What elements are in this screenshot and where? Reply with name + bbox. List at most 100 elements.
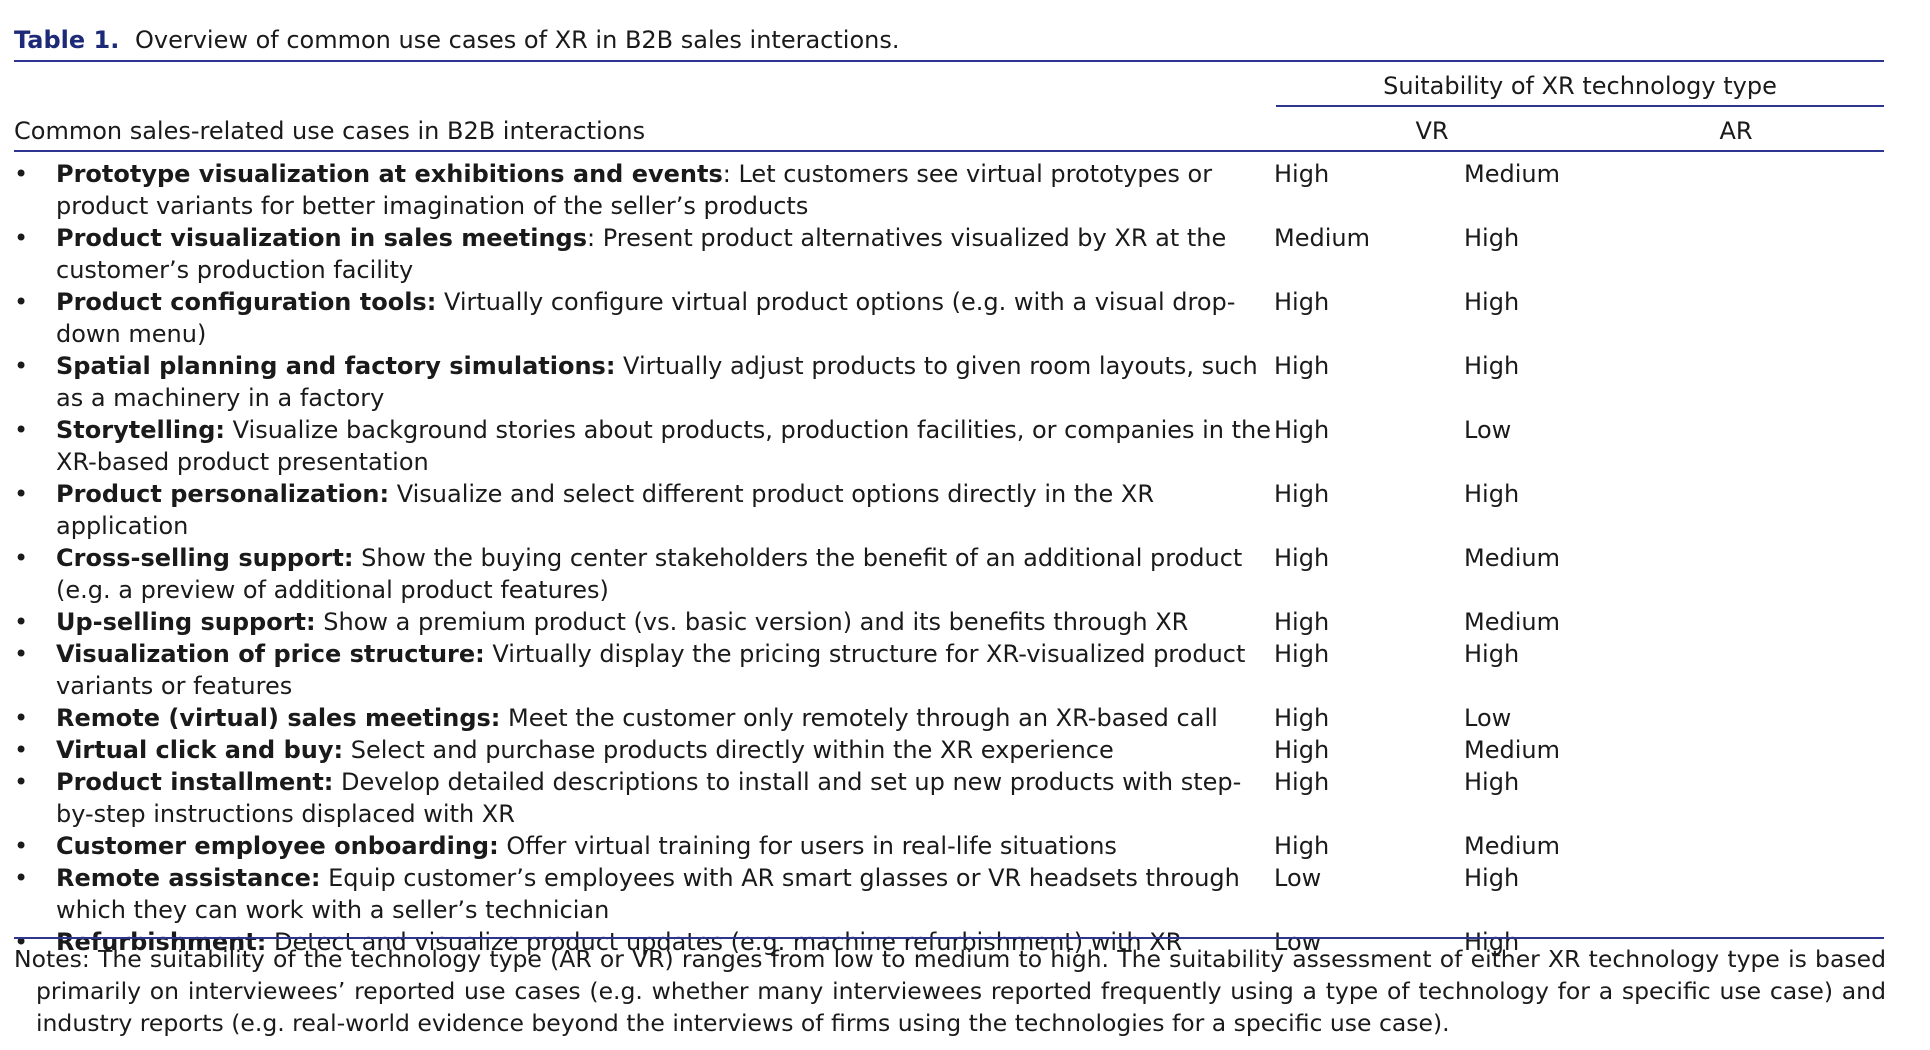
ar-suitability-cell: High (1464, 288, 1520, 316)
table-row: • Customer employee onboarding: Offer vir… (14, 830, 1884, 862)
usecase-description: Develop detailed descriptions to install… (56, 768, 1242, 828)
usecase-cell: Product personalization: Visualize and s… (56, 478, 1274, 542)
table-row: • Prototype visualization at exhibitions … (14, 158, 1884, 222)
bottom-rule (14, 937, 1884, 939)
usecase-title: Virtual click and buy: (56, 736, 344, 764)
table-title: Overview of common use cases of XR in B2… (134, 26, 900, 54)
usecase-cell: Spatial planning and factory simulations… (56, 350, 1274, 414)
usecase-title: Spatial planning and factory simulations… (56, 352, 616, 380)
ar-suitability-cell: High (1464, 480, 1520, 508)
vr-suitability-cell: High (1274, 608, 1330, 636)
usecase-cell: Refurbishment: Detect and visualize prod… (56, 926, 1274, 958)
usecase-title: Prototype visualization at exhibitions a… (56, 160, 723, 188)
usecase-title: Product personalization: (56, 480, 390, 508)
usecase-description: Virtually configure virtual product opti… (56, 288, 1236, 348)
bullet-marker: • (14, 160, 29, 188)
usecase-description: Detect and visualize product updates (e.… (266, 928, 1183, 956)
vr-suitability-cell: High (1274, 736, 1330, 764)
usecase-cell: Up-selling support: Show a premium produ… (56, 606, 1274, 638)
usecase-cell: Cross-selling support: Show the buying c… (56, 542, 1274, 606)
table-row: • Visualization of price structure: Virtu… (14, 638, 1884, 702)
top-rule (14, 60, 1884, 62)
vr-suitability-cell: High (1274, 640, 1330, 668)
usecase-cell: Storytelling: Visualize background stori… (56, 414, 1274, 478)
ar-suitability-cell: Low (1464, 704, 1512, 732)
table-caption: Table 1. Overview of common use cases of… (14, 26, 899, 54)
vr-suitability-cell: High (1274, 832, 1330, 860)
ar-suitability-cell: Medium (1464, 608, 1560, 636)
usecase-title: Product installment: (56, 768, 334, 796)
vr-column-header: VR (1415, 117, 1449, 145)
table-row: • Product configuration tools: Virtually … (14, 286, 1884, 350)
usecase-title: Cross-selling support: (56, 544, 354, 572)
usecase-cell: Visualization of price structure: Virtua… (56, 638, 1274, 702)
usecase-cell: Remote assistance: Equip customer’s empl… (56, 862, 1274, 926)
vr-suitability-cell: High (1274, 768, 1330, 796)
ar-suitability-cell: Medium (1464, 160, 1560, 188)
group-header-rule (1276, 105, 1884, 107)
usecase-description: : Present product alternatives visualize… (56, 224, 1227, 284)
usecase-cell: Product configuration tools: Virtually c… (56, 286, 1274, 350)
ar-suitability-cell: Low (1464, 416, 1512, 444)
table-row: • Remote (virtual) sales meetings: Meet t… (14, 702, 1884, 734)
vr-suitability-cell: High (1274, 160, 1330, 188)
bullet-marker: • (14, 224, 29, 252)
ar-suitability-cell: High (1464, 640, 1520, 668)
table-row: • Cross-selling support: Show the buying … (14, 542, 1884, 606)
usecase-description: Visualize background stories about produ… (56, 416, 1272, 476)
table-row: • Storytelling: Visualize background stor… (14, 414, 1884, 478)
usecase-description: Virtually adjust products to given room … (56, 352, 1258, 412)
table-row: • Up-selling support: Show a premium prod… (14, 606, 1884, 638)
vr-suitability-cell: Low (1274, 864, 1322, 892)
bullet-marker: • (14, 864, 29, 892)
ar-suitability-cell: High (1464, 352, 1520, 380)
ar-suitability-cell: Medium (1464, 832, 1560, 860)
bullet-marker: • (14, 352, 29, 380)
usecase-column-header: Common sales-related use cases in B2B in… (14, 117, 646, 145)
usecase-table: • Prototype visualization at exhibitions … (14, 158, 1884, 958)
usecase-description: Virtually display the pricing structure … (56, 640, 1246, 700)
vr-suitability-cell: High (1274, 480, 1330, 508)
usecase-cell: Virtual click and buy: Select and purcha… (56, 734, 1274, 766)
bullet-marker: • (14, 832, 29, 860)
table-row: • Product visualization in sales meetings… (14, 222, 1884, 286)
usecase-title: Product visualization in sales meetings (56, 224, 588, 252)
usecase-title: Remote (virtual) sales meetings: (56, 704, 501, 732)
vr-suitability-cell: High (1274, 288, 1330, 316)
usecase-description: Select and purchase products directly wi… (343, 736, 1114, 764)
bullet-marker: • (14, 640, 29, 668)
bullet-marker: • (14, 704, 29, 732)
usecase-title: Up-selling support: (56, 608, 316, 636)
usecase-title: Visualization of price structure: (56, 640, 485, 668)
header-rule (14, 150, 1884, 152)
ar-suitability-cell: Medium (1464, 736, 1560, 764)
table-label: Table 1. (14, 26, 120, 54)
table-row: • Product personalization: Visualize and … (14, 478, 1884, 542)
usecase-title: Customer employee onboarding: (56, 832, 499, 860)
usecase-title: Product configuration tools: (56, 288, 437, 316)
bullet-marker: • (14, 608, 29, 636)
suitability-group-header: Suitability of XR technology type (1383, 72, 1777, 100)
usecase-description: Meet the customer only remotely through … (500, 704, 1218, 732)
ar-column-header: AR (1719, 117, 1753, 145)
ar-suitability-cell: Medium (1464, 544, 1560, 572)
table-row: • Product installment: Develop detailed d… (14, 766, 1884, 830)
ar-suitability-cell: High (1464, 224, 1520, 252)
usecase-description: Visualize and select different product o… (56, 480, 1155, 540)
vr-suitability-cell: High (1274, 704, 1330, 732)
usecase-title: Storytelling: (56, 416, 226, 444)
table-row: • Refurbishment: Detect and visualize pro… (14, 926, 1884, 958)
ar-suitability-cell: High (1464, 768, 1520, 796)
usecase-cell: Remote (virtual) sales meetings: Meet th… (56, 702, 1274, 734)
vr-suitability-cell: Low (1274, 928, 1322, 956)
usecase-description: Show the buying center stakeholders the … (56, 544, 1243, 604)
usecase-description: : Let customers see virtual prototypes o… (56, 160, 1213, 220)
bullet-marker: • (14, 544, 29, 572)
vr-suitability-cell: Medium (1274, 224, 1370, 252)
usecase-title: Remote assistance: (56, 864, 321, 892)
table-row: • Remote assistance: Equip customer’s emp… (14, 862, 1884, 926)
vr-suitability-cell: High (1274, 352, 1330, 380)
bullet-marker: • (14, 768, 29, 796)
table-row: • Virtual click and buy: Select and purch… (14, 734, 1884, 766)
usecase-cell: Product visualization in sales meetings:… (56, 222, 1274, 286)
